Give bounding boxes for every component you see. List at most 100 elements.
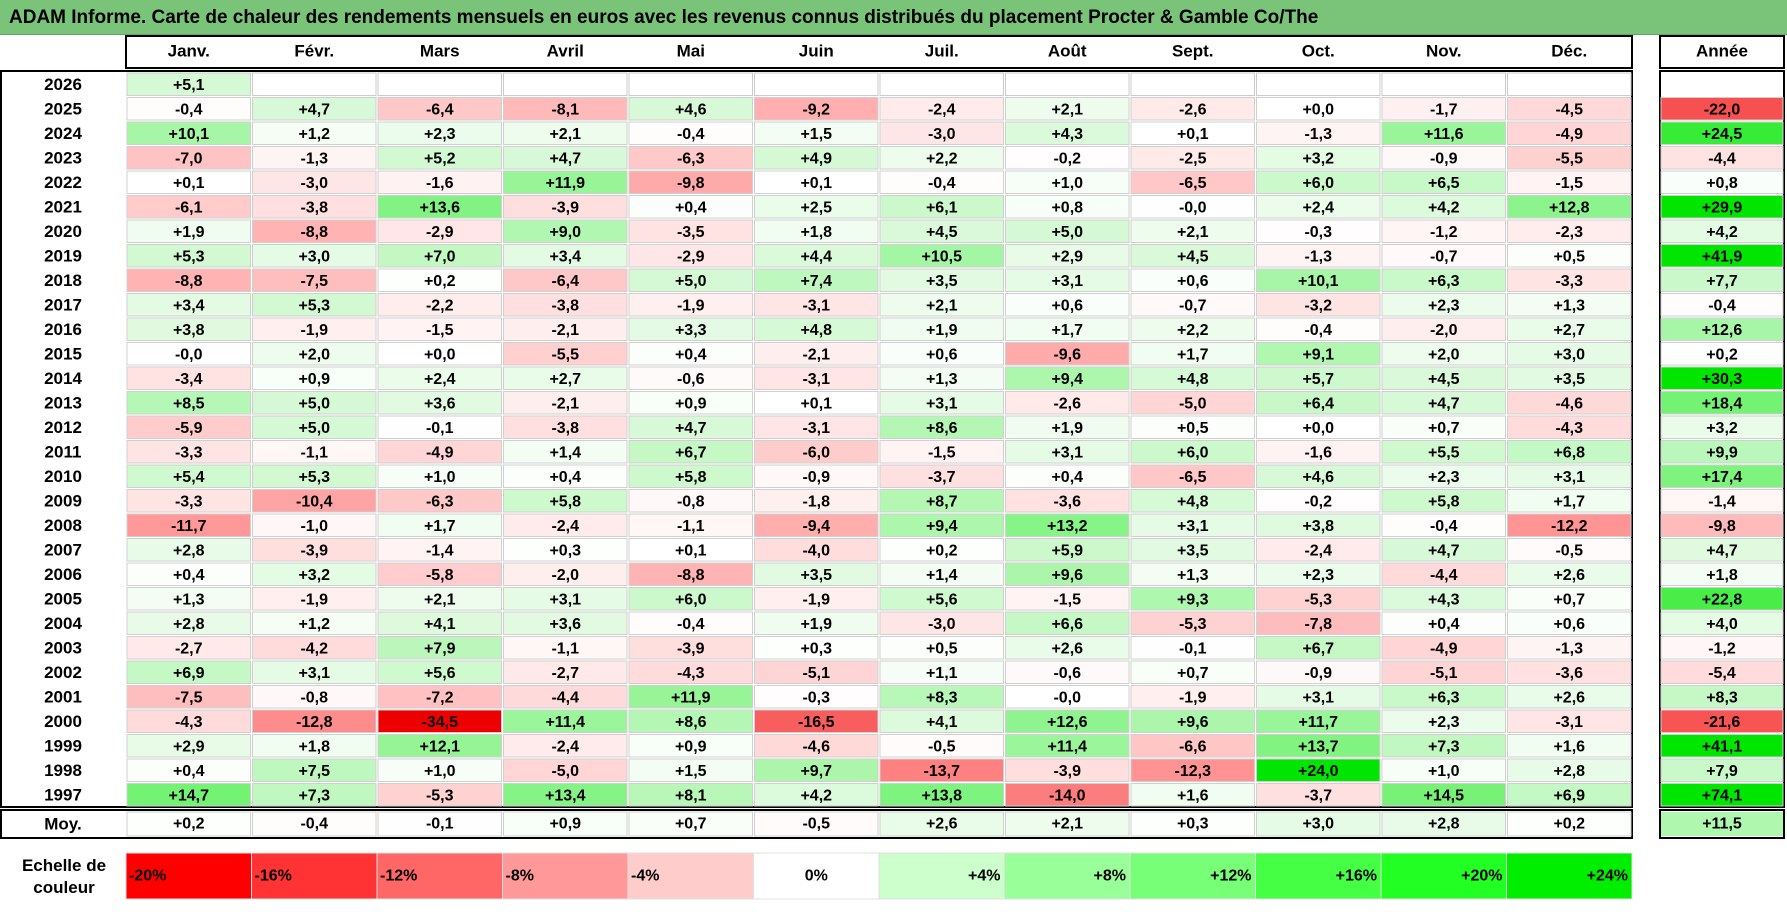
cell-value: -0,1	[426, 420, 454, 437]
heat-cell	[1130, 366, 1255, 390]
heat-cell	[1507, 293, 1632, 317]
heat-cell	[126, 685, 251, 709]
cell-value: -9,8	[677, 175, 705, 192]
chart-title: ADAM Informe. Carte de chaleur des rende…	[9, 7, 1319, 28]
cell-value: +9,3	[1177, 591, 1209, 608]
cell-value: +2,4	[424, 371, 456, 388]
heat-cell	[126, 636, 251, 660]
cell-value: -1,1	[300, 444, 328, 461]
heat-cell	[126, 464, 251, 488]
cell-value: -3,3	[1555, 273, 1583, 290]
annual-cell	[1660, 587, 1784, 611]
heat-cell	[1130, 268, 1255, 292]
heat-cell	[1130, 587, 1255, 611]
cell-value: +12,6	[1047, 714, 1088, 731]
heat-cell	[126, 342, 251, 366]
cell-value: +11,9	[671, 689, 711, 706]
average-cell	[1381, 811, 1506, 837]
cell-value: -3,6	[1053, 493, 1081, 510]
cell-value: +4,6	[675, 101, 707, 118]
heat-cell	[252, 734, 377, 758]
heat-cell	[879, 464, 1004, 488]
cell-value: -2,1	[551, 322, 579, 339]
heat-cell	[1256, 513, 1381, 537]
heat-cell	[1005, 121, 1130, 145]
cell-value: -0,2	[1304, 493, 1332, 510]
heat-cell	[1507, 391, 1632, 415]
heat-cell	[754, 611, 879, 635]
heat-cell	[1507, 170, 1632, 194]
cell-value: -1,4	[426, 542, 454, 559]
heat-cell	[754, 121, 879, 145]
cell-value: +0,4	[1051, 469, 1083, 486]
cell-value: +0,4	[173, 763, 205, 780]
cell-value: +0,9	[675, 738, 707, 755]
heat-cell	[628, 734, 753, 758]
annual-value: -1,2	[1708, 640, 1736, 657]
cell-value: -3,1	[802, 420, 830, 437]
scale-label: +4%	[968, 868, 1000, 885]
annual-value: -9,8	[1708, 518, 1736, 535]
cell-value: -8,1	[551, 101, 579, 118]
heat-cell	[377, 391, 502, 415]
cell-value: -3,8	[551, 420, 579, 437]
year-label: 2013	[44, 393, 82, 412]
cell-value: -4,3	[175, 714, 203, 731]
year-label: 2020	[44, 222, 82, 241]
heat-cell	[126, 195, 251, 219]
cell-value: +6,5	[1428, 175, 1460, 192]
heat-cell	[1256, 709, 1381, 733]
cell-value: +1,6	[1553, 738, 1585, 755]
heat-cell	[503, 709, 628, 733]
heat-cell	[1256, 415, 1381, 439]
heat-cell	[377, 268, 502, 292]
cell-value: -3,5	[677, 224, 705, 241]
year-label: 2022	[44, 173, 82, 192]
heat-cell	[754, 783, 879, 807]
year-label: 2017	[44, 295, 82, 314]
cell-value: -0,6	[1053, 665, 1081, 682]
heat-cell	[377, 538, 502, 562]
heat-cell	[1381, 783, 1506, 807]
average-cell	[1507, 811, 1632, 837]
heat-cell	[1256, 538, 1381, 562]
heat-cell	[1005, 685, 1130, 709]
heat-cell	[1256, 734, 1381, 758]
average-cell	[754, 811, 879, 837]
heat-cell	[754, 685, 879, 709]
heat-cell	[503, 342, 628, 366]
cell-value: +4,8	[1177, 371, 1209, 388]
cell-value: +4,5	[926, 224, 958, 241]
cell-value: -0,3	[1304, 224, 1332, 241]
cell-value: -2,5	[1179, 150, 1207, 167]
heat-cell	[126, 587, 251, 611]
heat-cell	[1381, 513, 1506, 537]
heat-cell	[1256, 660, 1381, 684]
cell-value: +0,7	[1553, 591, 1585, 608]
annual-header-frame	[1659, 35, 1785, 69]
cell-value: -3,0	[928, 126, 956, 143]
cell-value: +7,4	[800, 273, 832, 290]
cell-value: -2,0	[551, 567, 579, 584]
heat-cell	[1005, 317, 1130, 341]
heat-cell	[1130, 783, 1255, 807]
cell-value: +2,0	[298, 346, 330, 363]
cell-value: -1,5	[1555, 175, 1583, 192]
heat-cell	[1130, 170, 1255, 194]
cell-value: +1,6	[1177, 787, 1209, 804]
heat-cell	[377, 121, 502, 145]
heat-cell	[503, 734, 628, 758]
annual-value: +0,2	[1706, 346, 1738, 363]
cell-value: +0,1	[675, 542, 707, 559]
heat-cell	[754, 758, 879, 782]
cell-value: -6,0	[802, 444, 830, 461]
cell-value: +9,6	[1177, 714, 1209, 731]
heat-cell	[1130, 342, 1255, 366]
heat-cell	[503, 611, 628, 635]
cell-value: +5,3	[298, 469, 330, 486]
cell-value: -3,8	[551, 297, 579, 314]
annual-header: Année	[1696, 42, 1748, 61]
heat-cell	[1507, 342, 1632, 366]
cell-value: -3,9	[551, 199, 579, 216]
cell-value: +1,7	[1553, 493, 1585, 510]
